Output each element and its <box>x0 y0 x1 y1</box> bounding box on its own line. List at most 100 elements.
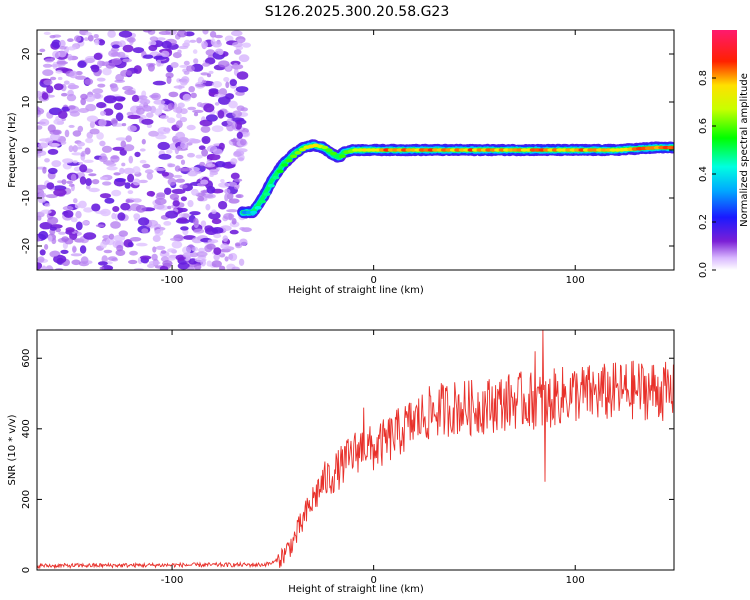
noise-blob <box>114 178 127 182</box>
noise-blob <box>232 63 239 70</box>
noise-blob <box>152 235 161 242</box>
noise-blob <box>214 93 225 98</box>
noise-blob <box>46 94 55 98</box>
noise-blob <box>141 228 149 234</box>
noise-blob <box>122 44 134 53</box>
noise-blob <box>95 210 107 215</box>
noise-blob <box>51 237 57 245</box>
noise-blob <box>80 256 89 265</box>
noise-blob <box>37 184 47 190</box>
ridge-core <box>259 199 267 204</box>
noise-blob <box>68 183 75 187</box>
snr-panel: -100 0 100 0 200 400 600 Height of straight li… <box>7 329 675 595</box>
noise-blob <box>116 244 124 252</box>
noise-blob <box>187 266 195 270</box>
heatmap-x-label: Height of straight line (km) <box>288 285 424 296</box>
noise-blob <box>38 142 49 149</box>
noise-blob <box>113 172 121 176</box>
noise-blob <box>55 116 60 122</box>
noise-blob <box>235 86 249 93</box>
noise-blob <box>61 236 69 243</box>
noise-blob <box>177 49 182 54</box>
heatmap-x-tick-label: 100 <box>566 275 585 286</box>
noise-blob <box>71 259 81 266</box>
noise-blob <box>236 194 244 199</box>
noise-blob <box>66 180 73 184</box>
noise-blob <box>213 233 222 239</box>
noise-blob <box>220 179 225 183</box>
noise-blob <box>51 250 59 257</box>
noise-blob <box>165 210 179 219</box>
noise-blob <box>66 93 77 102</box>
noise-blob <box>62 158 74 164</box>
noise-blob <box>102 67 112 76</box>
noise-blob <box>39 249 46 256</box>
noise-blob <box>110 221 121 229</box>
noise-blob <box>44 203 51 207</box>
noise-blob <box>159 115 169 120</box>
noise-blob <box>203 103 215 113</box>
noise-blob <box>211 209 217 214</box>
noise-blob <box>167 163 176 168</box>
noise-blob <box>236 131 243 139</box>
noise-blob <box>196 251 208 257</box>
noise-blob <box>55 228 61 233</box>
noise-blob <box>154 228 164 237</box>
noise-blob <box>199 161 206 167</box>
noise-blob <box>241 131 249 137</box>
noise-blob <box>44 158 50 163</box>
noise-blob <box>197 196 205 202</box>
noise-blob <box>111 58 122 66</box>
noise-blob <box>187 244 195 251</box>
noise-blob <box>83 207 94 213</box>
noise-blob <box>202 79 207 84</box>
noise-blob <box>41 92 49 100</box>
noise-blob <box>222 235 229 243</box>
noise-blob <box>115 112 124 122</box>
noise-blob <box>230 172 240 180</box>
ridge-core <box>330 151 337 156</box>
snr-x-tick-label: 0 <box>370 575 376 586</box>
noise-blob <box>105 238 115 246</box>
noise-blob <box>78 161 84 165</box>
noise-blob <box>98 155 108 163</box>
noise-blob <box>238 258 245 266</box>
noise-blob <box>204 244 213 253</box>
noise-blob <box>144 169 154 174</box>
noise-blob <box>71 152 83 156</box>
noise-blob <box>123 144 135 152</box>
noise-blob <box>154 108 163 116</box>
snr-x-label: Height of straight line (km) <box>288 584 424 595</box>
colorbar-gradient <box>712 30 737 270</box>
noise-blob <box>118 30 133 38</box>
noise-blob <box>91 203 101 212</box>
noise-blob <box>102 181 112 186</box>
noise-blob <box>231 30 243 37</box>
noise-blob <box>209 173 214 177</box>
noise-blob <box>63 210 74 218</box>
noise-blob <box>158 153 172 160</box>
noise-blob <box>128 155 134 164</box>
noise-blob <box>48 167 58 175</box>
noise-blob <box>158 104 169 110</box>
noise-blob <box>136 107 145 115</box>
noise-blob <box>233 49 242 55</box>
noise-blob <box>211 227 224 234</box>
ridge-core <box>338 154 346 158</box>
noise-blob <box>84 147 91 155</box>
noise-blob <box>93 52 103 61</box>
noise-blob <box>53 254 67 264</box>
noise-blob <box>215 48 224 54</box>
noise-blob <box>211 218 222 225</box>
noise-blob <box>39 138 51 142</box>
noise-blob <box>113 102 124 110</box>
noise-blob <box>111 189 122 197</box>
noise-blob <box>154 198 167 205</box>
noise-blob <box>207 239 219 244</box>
noise-blob <box>182 93 192 102</box>
noise-blob <box>102 234 111 240</box>
noise-blob <box>230 60 241 66</box>
noise-blob <box>233 151 242 158</box>
noise-blob <box>39 48 46 53</box>
noise-blob <box>180 226 189 231</box>
